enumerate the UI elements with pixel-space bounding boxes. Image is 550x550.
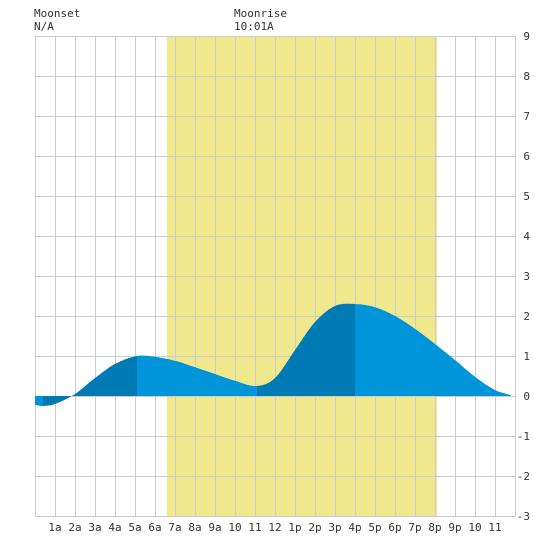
x-tick-label: 3p — [328, 521, 341, 534]
y-tick-label: 8 — [523, 70, 530, 83]
x-tick-label: 10 — [228, 521, 241, 534]
y-tick-label: 3 — [523, 270, 530, 283]
y-tick-label: 7 — [523, 110, 530, 123]
x-tick-label: 1a — [48, 521, 61, 534]
y-tick-label: 1 — [523, 350, 530, 363]
x-tick-label: 7p — [408, 521, 421, 534]
x-tick-label: 3a — [88, 521, 101, 534]
x-tick-label: 8p — [428, 521, 441, 534]
x-tick-label: 2a — [68, 521, 81, 534]
tide-area-rising — [257, 303, 355, 396]
x-tick-label: 5a — [128, 521, 141, 534]
x-tick-label: 4a — [108, 521, 121, 534]
y-tick-label: -1 — [517, 430, 530, 443]
y-tick-label: 9 — [523, 30, 530, 43]
x-tick-label: 7a — [168, 521, 181, 534]
x-tick-label: 11 — [488, 521, 501, 534]
moonset-label: Moonset — [34, 7, 81, 20]
y-tick-label: 5 — [523, 190, 530, 203]
y-tick-label: 0 — [523, 390, 530, 403]
x-tick-label: 9p — [448, 521, 461, 534]
x-tick-label: 12 — [268, 521, 281, 534]
x-tick-label: 4p — [348, 521, 361, 534]
y-tick-label: 4 — [523, 230, 530, 243]
tide-area-falling — [355, 304, 511, 396]
moonset-value: N/A — [34, 20, 54, 33]
tide-area-falling — [137, 355, 257, 396]
x-tick-label: 2p — [308, 521, 321, 534]
tide-area-rising — [43, 356, 137, 406]
x-tick-label: 9a — [208, 521, 221, 534]
x-tick-label: 5p — [368, 521, 381, 534]
x-tick-label: 10 — [468, 521, 481, 534]
y-tick-label: 2 — [523, 310, 530, 323]
y-tick-label: 6 — [523, 150, 530, 163]
y-tick-label: -3 — [517, 510, 530, 523]
moonrise-label: Moonrise — [234, 7, 287, 20]
y-tick-label: -2 — [517, 470, 530, 483]
x-tick-label: 11 — [248, 521, 261, 534]
tide-area-falling — [35, 396, 43, 406]
x-tick-label: 6p — [388, 521, 401, 534]
moonrise-value: 10:01A — [234, 20, 274, 33]
x-tick-label: 8a — [188, 521, 201, 534]
x-tick-label: 1p — [288, 521, 301, 534]
x-tick-label: 6a — [148, 521, 161, 534]
